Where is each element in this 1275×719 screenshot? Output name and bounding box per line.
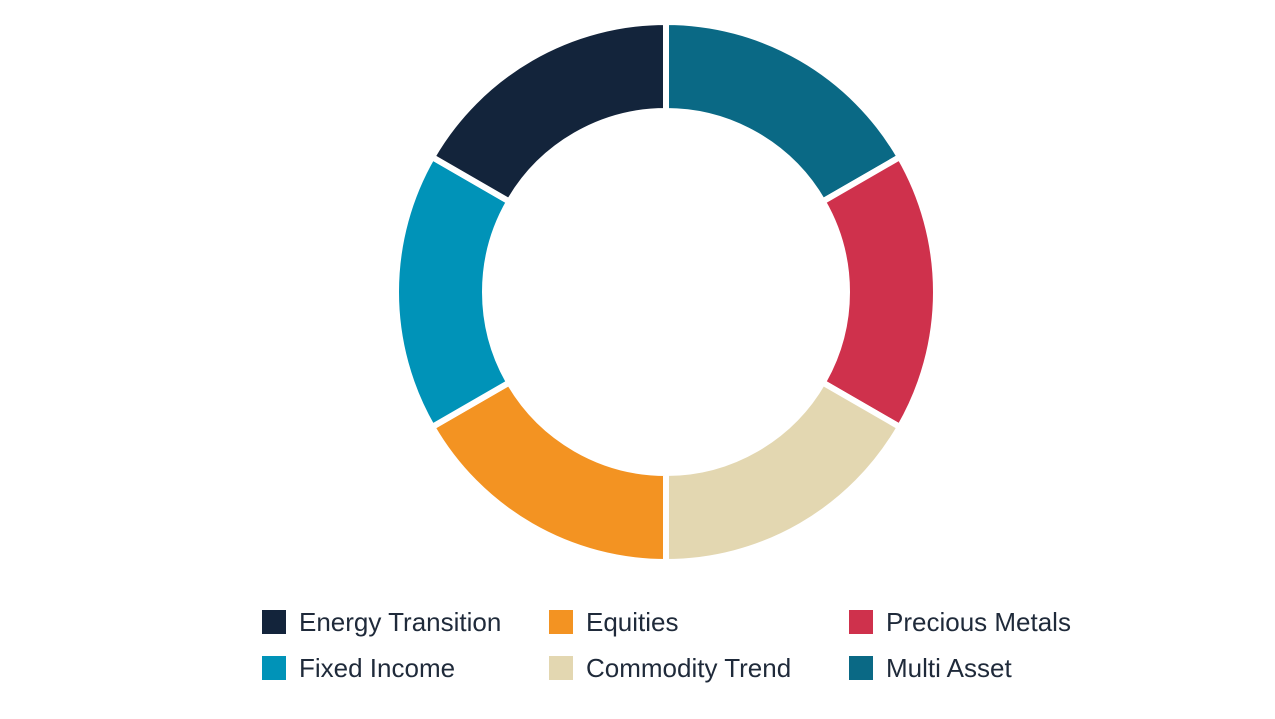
legend-item-commodity-trend: Commodity Trend xyxy=(549,650,791,686)
legend-label: Fixed Income xyxy=(299,652,456,683)
legend-label: Equities xyxy=(586,606,679,637)
legend-item-fixed-income: Fixed Income xyxy=(262,650,455,686)
donut-slice-fixed-income xyxy=(393,152,514,432)
legend-item-equities: Equities xyxy=(549,604,679,640)
donut-slice-commodity-trend xyxy=(663,378,904,566)
donut-slice-precious-metals xyxy=(818,152,939,432)
legend-label: Precious Metals xyxy=(886,606,1071,637)
legend-swatch xyxy=(262,656,286,680)
legend-swatch xyxy=(262,610,286,634)
legend-label: Multi Asset xyxy=(886,652,1012,683)
legend-swatch xyxy=(849,656,873,680)
legend-swatch xyxy=(549,610,573,634)
legend-item-precious-metals: Precious Metals xyxy=(849,604,1071,640)
legend-item-energy-transition: Energy Transition xyxy=(262,604,501,640)
donut-slice-energy-transition xyxy=(428,18,669,206)
legend-label: Energy Transition xyxy=(299,606,502,637)
legend-item-multi-asset: Multi Asset xyxy=(849,650,1012,686)
legend-swatch xyxy=(549,656,573,680)
chart-legend: Energy Transition Equities Precious Meta… xyxy=(262,604,1162,700)
legend-label: Commodity Trend xyxy=(586,652,792,683)
legend-swatch xyxy=(849,610,873,634)
